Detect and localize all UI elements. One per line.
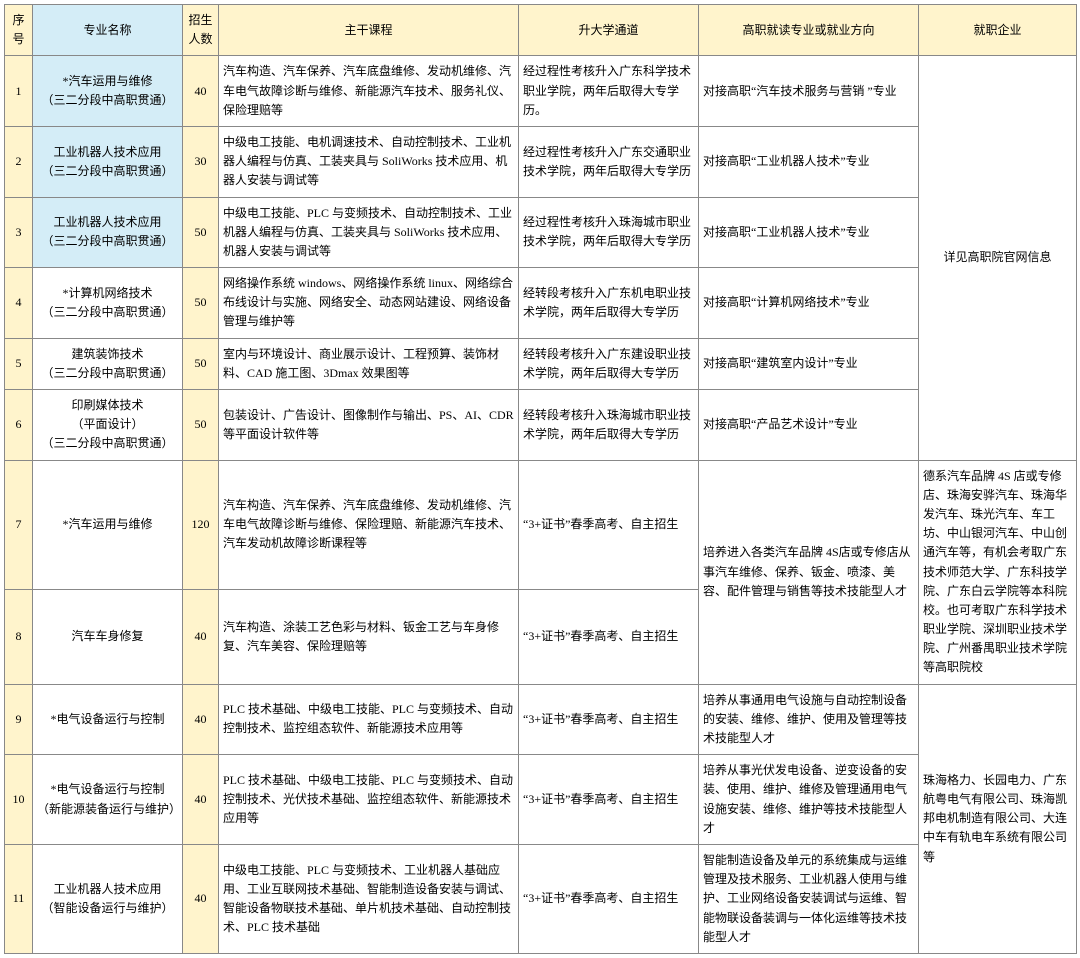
cell-idx: 2: [5, 126, 33, 197]
table-row: 9*电气设备运行与控制40PLC 技术基础、中级电工技能、PLC 与变频技术、自…: [5, 684, 1077, 755]
cell-course: 汽车构造、汽车保养、汽车底盘维修、发动机维修、汽车电气故障诊断与维修、新能源汽车…: [219, 56, 519, 127]
table-row: 11工业机器人技术应用 （智能设备运行与维护）40中级电工技能、PLC 与变频技…: [5, 844, 1077, 953]
cell-dir: 培养进入各类汽车品牌 4S店或专修店从事汽车维修、保养、钣金、喷漆、美容、配件管…: [699, 460, 919, 684]
cell-num: 50: [183, 338, 219, 389]
cell-dir: 培养从事通用电气设施与自动控制设备的安装、维修、维护、使用及管理等技术技能型人才: [699, 684, 919, 755]
cell-idx: 7: [5, 460, 33, 590]
hdr-course: 主干课程: [219, 5, 519, 56]
enrollment-table: 序号 专业名称 招生人数 主干课程 升大学通道 高职就读专业或就业方向 就职企业…: [4, 4, 1077, 954]
cell-course: 汽车构造、汽车保养、汽车底盘维修、发动机维修、汽车电气故障诊断与维修、保险理赔、…: [219, 460, 519, 590]
cell-dir: 对接高职“汽车技术服务与营销 ”专业: [699, 56, 919, 127]
hdr-major: 专业名称: [33, 5, 183, 56]
header-row: 序号 专业名称 招生人数 主干课程 升大学通道 高职就读专业或就业方向 就职企业: [5, 5, 1077, 56]
cell-num: 40: [183, 590, 219, 684]
cell-num: 50: [183, 197, 219, 268]
cell-idx: 10: [5, 755, 33, 845]
cell-course: 包装设计、广告设计、图像制作与输出、PS、AI、CDR等平面设计软件等: [219, 390, 519, 461]
hdr-num: 招生人数: [183, 5, 219, 56]
cell-ent: 详见高职院官网信息: [919, 56, 1077, 460]
cell-course: 中级电工技能、PLC 与变频技术、自动控制技术、工业机器人编程与仿真、工装夹具与…: [219, 197, 519, 268]
cell-dir: 培养从事光伏发电设备、逆变设备的安装、使用、维护、维修及管理通用电气设施安装、维…: [699, 755, 919, 845]
table-row: 5建筑装饰技术 （三二分段中高职贯通）50室内与环境设计、商业展示设计、工程预算…: [5, 338, 1077, 389]
cell-ent: 珠海格力、长园电力、广东航粤电气有限公司、珠海凯邦电机制造有限公司、大连中车有轨…: [919, 684, 1077, 953]
cell-num: 40: [183, 844, 219, 953]
cell-num: 40: [183, 684, 219, 755]
table-row: 2工业机器人技术应用 （三二分段中高职贯通）30中级电工技能、电机调速技术、自动…: [5, 126, 1077, 197]
cell-path: 经过程性考核升入广东科学技术职业学院，两年后取得大专学历。: [519, 56, 699, 127]
cell-course: 中级电工技能、电机调速技术、自动控制技术、工业机器人编程与仿真、工装夹具与 So…: [219, 126, 519, 197]
cell-idx: 3: [5, 197, 33, 268]
hdr-ent: 就职企业: [919, 5, 1077, 56]
table-row: 3工业机器人技术应用 （三二分段中高职贯通）50中级电工技能、PLC 与变频技术…: [5, 197, 1077, 268]
cell-course: 汽车构造、涂装工艺色彩与材料、钣金工艺与车身修复、汽车美容、保险理赔等: [219, 590, 519, 684]
cell-dir: 智能制造设备及单元的系统集成与运维管理及技术服务、工业机器人使用与维护、工业网络…: [699, 844, 919, 953]
cell-dir: 对接高职“工业机器人技术”专业: [699, 197, 919, 268]
cell-course: 网络操作系统 windows、网络操作系统 linux、网络综合布线设计与实施、…: [219, 268, 519, 339]
cell-path: 经转段考核升入广东建设职业技术学院，两年后取得大专学历: [519, 338, 699, 389]
cell-idx: 8: [5, 590, 33, 684]
hdr-path: 升大学通道: [519, 5, 699, 56]
cell-dir: 对接高职“计算机网络技术”专业: [699, 268, 919, 339]
cell-dir: 对接高职“建筑室内设计”专业: [699, 338, 919, 389]
cell-course: PLC 技术基础、中级电工技能、PLC 与变频技术、自动控制技术、监控组态软件、…: [219, 684, 519, 755]
cell-num: 50: [183, 268, 219, 339]
cell-course: PLC 技术基础、中级电工技能、PLC 与变频技术、自动控制技术、光伏技术基础、…: [219, 755, 519, 845]
cell-path: “3+证书”春季高考、自主招生: [519, 844, 699, 953]
cell-ent: 德系汽车品牌 4S 店或专修店、珠海安骅汽车、珠海华发汽车、珠光汽车、车工坊、中…: [919, 460, 1077, 684]
cell-path: “3+证书”春季高考、自主招生: [519, 590, 699, 684]
cell-major: 工业机器人技术应用 （三二分段中高职贯通）: [33, 197, 183, 268]
cell-major: 汽车车身修复: [33, 590, 183, 684]
cell-num: 120: [183, 460, 219, 590]
table-row: 10*电气设备运行与控制 （新能源装备运行与维护）40PLC 技术基础、中级电工…: [5, 755, 1077, 845]
cell-major: *汽车运用与维修 （三二分段中高职贯通）: [33, 56, 183, 127]
cell-path: “3+证书”春季高考、自主招生: [519, 684, 699, 755]
cell-idx: 1: [5, 56, 33, 127]
cell-idx: 9: [5, 684, 33, 755]
cell-num: 30: [183, 126, 219, 197]
cell-idx: 5: [5, 338, 33, 389]
table-row: 1*汽车运用与维修 （三二分段中高职贯通）40汽车构造、汽车保养、汽车底盘维修、…: [5, 56, 1077, 127]
cell-num: 50: [183, 390, 219, 461]
cell-path: 经转段考核升入珠海城市职业技术学院，两年后取得大专学历: [519, 390, 699, 461]
cell-major: *汽车运用与维修: [33, 460, 183, 590]
cell-major: 印刷媒体技术 （平面设计） （三二分段中高职贯通）: [33, 390, 183, 461]
cell-idx: 6: [5, 390, 33, 461]
table-row: 6印刷媒体技术 （平面设计） （三二分段中高职贯通）50包装设计、广告设计、图像…: [5, 390, 1077, 461]
cell-path: 经转段考核升入广东机电职业技术学院，两年后取得大专学历: [519, 268, 699, 339]
cell-idx: 11: [5, 844, 33, 953]
table-row: 7*汽车运用与维修120汽车构造、汽车保养、汽车底盘维修、发动机维修、汽车电气故…: [5, 460, 1077, 590]
cell-course: 室内与环境设计、商业展示设计、工程预算、装饰材料、CAD 施工图、3Dmax 效…: [219, 338, 519, 389]
hdr-dir: 高职就读专业或就业方向: [699, 5, 919, 56]
cell-num: 40: [183, 56, 219, 127]
cell-path: 经过程性考核升入珠海城市职业技术学院，两年后取得大专学历: [519, 197, 699, 268]
cell-major: *电气设备运行与控制 （新能源装备运行与维护）: [33, 755, 183, 845]
cell-major: 建筑装饰技术 （三二分段中高职贯通）: [33, 338, 183, 389]
cell-major: *计算机网络技术 （三二分段中高职贯通）: [33, 268, 183, 339]
cell-path: “3+证书”春季高考、自主招生: [519, 755, 699, 845]
cell-major: 工业机器人技术应用 （三二分段中高职贯通）: [33, 126, 183, 197]
cell-path: 经过程性考核升入广东交通职业技术学院，两年后取得大专学历: [519, 126, 699, 197]
cell-idx: 4: [5, 268, 33, 339]
cell-path: “3+证书”春季高考、自主招生: [519, 460, 699, 590]
cell-dir: 对接高职“工业机器人技术”专业: [699, 126, 919, 197]
cell-dir: 对接高职“产品艺术设计”专业: [699, 390, 919, 461]
cell-major: 工业机器人技术应用 （智能设备运行与维护）: [33, 844, 183, 953]
hdr-idx: 序号: [5, 5, 33, 56]
cell-major: *电气设备运行与控制: [33, 684, 183, 755]
cell-course: 中级电工技能、PLC 与变频技术、工业机器人基础应用、工业互联网技术基础、智能制…: [219, 844, 519, 953]
cell-num: 40: [183, 755, 219, 845]
table-row: 4*计算机网络技术 （三二分段中高职贯通）50网络操作系统 windows、网络…: [5, 268, 1077, 339]
